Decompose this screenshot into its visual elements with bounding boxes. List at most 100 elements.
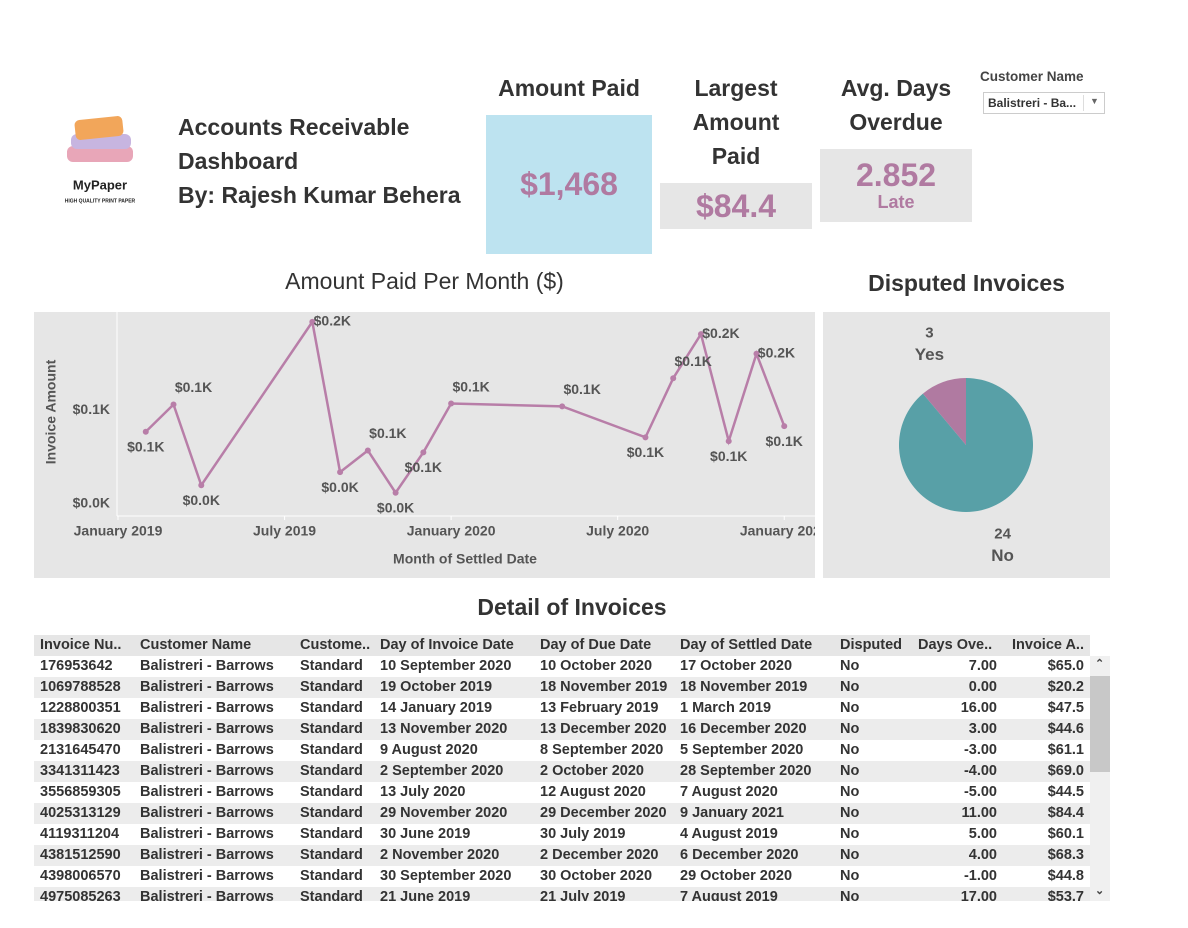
table-cell: Standard [300, 889, 363, 901]
table-cell: No [840, 658, 860, 674]
table-cell: Standard [300, 763, 363, 779]
table-cell: Balistreri - Barrows [140, 847, 274, 863]
table-cell: -3.00 [963, 742, 997, 758]
kpi-value: $84.4 [695, 187, 777, 224]
table-cell: 29 December 2020 [540, 805, 667, 821]
table-cell: $60.1 [1047, 826, 1084, 842]
table-cell: 7 August 2019 [680, 889, 778, 901]
table-cell: 7 August 2020 [680, 784, 778, 800]
dropdown-arrow: ▼ [1090, 96, 1099, 106]
filter-dropdown[interactable]: Balistreri - Ba... ▼ [983, 92, 1105, 114]
divider [1083, 95, 1084, 111]
table-cell: 13 July 2020 [380, 784, 466, 800]
table-cell: 21 July 2019 [540, 889, 626, 901]
table-cell: 1839830620 [40, 721, 121, 737]
table-cell: Balistreri - Barrows [140, 658, 274, 674]
logo-name: MyPaper [73, 177, 127, 192]
table-cell: $61.1 [1047, 742, 1084, 758]
table-cell: 13 December 2020 [540, 721, 667, 737]
table-cell: $20.2 [1047, 679, 1084, 695]
scrollbar[interactable]: ⌃ ⌄ [1090, 656, 1110, 901]
table-cell: 17 October 2020 [680, 658, 793, 674]
table-cell: $44.5 [1047, 784, 1084, 800]
table-cell: 14 January 2019 [380, 700, 493, 716]
scrollbar-thumb[interactable] [1090, 676, 1110, 772]
table-cell: Standard [300, 700, 363, 716]
table-row: 4398006570 Balistreri - Barrows Standard 30… [34, 866, 1090, 888]
table-cell: 16 December 2020 [680, 721, 807, 737]
table-cell: 9 January 2021 [680, 805, 784, 821]
table-row: 4381512590 Balistreri - Barrows Standard 2 … [34, 845, 1090, 867]
table-row: 1228800351 Balistreri - Barrows Standard 14… [34, 698, 1090, 720]
column-header: Day of Settled Date [680, 637, 813, 653]
column-header: Day of Due Date [540, 637, 652, 653]
table-cell: 30 July 2019 [540, 826, 626, 842]
data-point [697, 331, 704, 338]
line-chart: $0.0K $0.1K January 2019 July 2019 January 2… [34, 312, 815, 578]
table-cell: 5.00 [968, 826, 997, 842]
value-label: $0.1K [627, 444, 664, 460]
data-point [559, 403, 566, 410]
data-point [420, 449, 427, 456]
table-cell: 3.00 [968, 721, 997, 737]
filter-value: Balistreri - Ba... [988, 96, 1077, 110]
data-point [448, 400, 455, 407]
x-tick-label: January 2019 [74, 523, 163, 539]
table-cell: -4.00 [963, 763, 997, 779]
value-label: $0.1K [405, 459, 442, 475]
table-cell: Balistreri - Barrows [140, 679, 274, 695]
table-cell: 30 June 2019 [380, 826, 471, 842]
data-point [309, 318, 316, 325]
chart-title: Disputed Invoices [868, 270, 1065, 296]
data-point [392, 489, 399, 496]
logo-tagline: HIGH QUALITY PRINT PAPER [65, 198, 136, 204]
table-cell: $69.0 [1047, 763, 1084, 779]
x-axis-title: Month of Settled Date [393, 551, 537, 567]
kpi-card: 2.852 Late [820, 149, 972, 222]
kpi-card: $1,468 [486, 115, 652, 254]
table-cell: $47.5 [1047, 700, 1084, 716]
table-cell: 2 December 2020 [540, 847, 659, 863]
data-point [142, 428, 149, 435]
table-cell: 8 September 2020 [540, 742, 664, 758]
column-header: Customer Name [140, 637, 252, 653]
table-cell: 21 June 2019 [380, 889, 471, 901]
value-label: $0.1K [452, 378, 489, 394]
data-point [781, 423, 788, 430]
table-cell: Standard [300, 721, 363, 737]
scroll-up[interactable]: ⌃ [1095, 658, 1105, 670]
value-label: $0.1K [675, 353, 712, 369]
dashboard-title: Accounts Receivable Dashboard By: Rajesh… [178, 110, 461, 212]
table-cell: 0.00 [968, 679, 997, 695]
table-cell: 6 December 2020 [680, 847, 799, 863]
table-row: 176953642 Balistreri - Barrows Standard 10 … [34, 656, 1090, 678]
scroll-down[interactable]: ⌄ [1095, 885, 1105, 897]
table-cell: 7.00 [968, 658, 997, 674]
table-cell: 9 August 2020 [380, 742, 478, 758]
data-point [753, 350, 760, 357]
kpi-label: Largest Amount Paid [692, 75, 780, 169]
table-cell: Balistreri - Barrows [140, 700, 274, 716]
column-header: Day of Invoice Date [380, 637, 514, 653]
value-label: $0.1K [127, 438, 164, 454]
data-point [337, 469, 344, 476]
table-cell: Standard [300, 784, 363, 800]
table-cell: 4.00 [968, 847, 997, 863]
column-header: Days Ove.. [918, 637, 993, 653]
line-series [144, 318, 786, 495]
table-cell: 176953642 [40, 658, 113, 674]
value-label: $0.2K [702, 325, 739, 341]
slice-label: No [991, 546, 1014, 565]
table-title: Detail of Invoices [477, 594, 667, 620]
column-header: Invoice Nu.. [40, 637, 122, 653]
table-cell: No [840, 763, 860, 779]
table-cell: $65.0 [1047, 658, 1084, 674]
kpi-label: Avg. Days Overdue [840, 75, 952, 135]
value-label: $0.2K [314, 313, 351, 329]
data-point [642, 434, 649, 441]
logo: MyPaper HIGH QUALITY PRINT PAPER [65, 116, 136, 204]
table-cell: 4398006570 [40, 868, 121, 884]
table-cell: $68.3 [1047, 847, 1084, 863]
table-cell: Standard [300, 868, 363, 884]
table-cell: Standard [300, 742, 363, 758]
